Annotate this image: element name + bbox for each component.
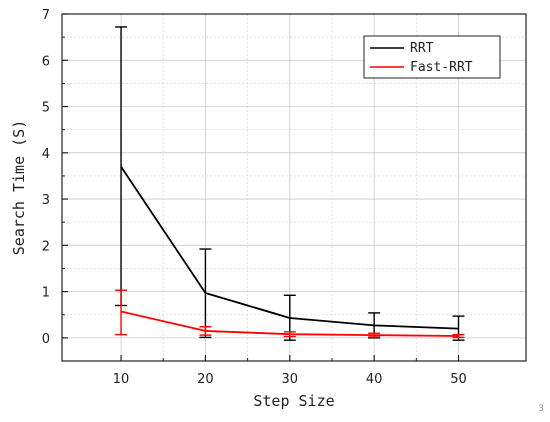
page-number: 3: [538, 404, 544, 414]
x-tick-label: 50: [450, 372, 467, 387]
y-tick-label: 1: [42, 286, 50, 301]
error-bar-rrt: [115, 27, 127, 306]
legend-label-fast-rrt: Fast-RRT: [410, 60, 473, 75]
error-bar-rrt: [199, 249, 211, 337]
x-tick-label: 20: [197, 372, 214, 387]
y-tick-label: 7: [42, 8, 50, 23]
legend: RRT Fast-RRT: [364, 36, 500, 78]
x-axis-label: Step Size: [253, 392, 334, 410]
x-tick-label: 30: [282, 372, 299, 387]
y-tick-label: 4: [42, 147, 50, 162]
y-tick-label: 5: [42, 101, 50, 116]
legend-label-rrt: RRT: [410, 41, 434, 56]
x-tick-label: 40: [366, 372, 383, 387]
y-tick-label: 0: [42, 332, 50, 347]
y-axis-label: Search Time (S): [10, 120, 28, 255]
x-tick-label: 10: [113, 372, 130, 387]
y-tick-label: 3: [42, 193, 50, 208]
y-tick-label: 6: [42, 54, 50, 69]
y-tick-label: 2: [42, 239, 50, 254]
